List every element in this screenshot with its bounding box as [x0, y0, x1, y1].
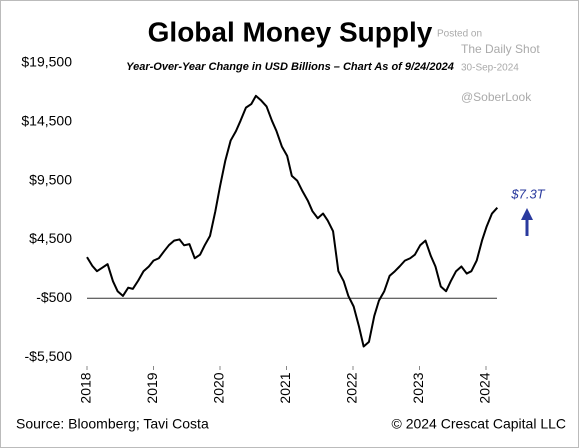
y-tick-label: $14,500: [21, 112, 72, 128]
series-line: [86, 94, 499, 348]
x-tick-label: 2021: [277, 372, 293, 403]
x-tick-label: 2020: [211, 372, 227, 403]
annotation: $7.3T: [510, 186, 545, 201]
x-tick-label: 2022: [344, 372, 360, 403]
watermark: @SoberLook: [461, 90, 532, 104]
x-tick-label: 2024: [477, 372, 493, 403]
watermark: Posted on: [437, 29, 482, 40]
watermark: The Daily Shot: [461, 42, 540, 56]
copyright: © 2024 Crescat Capital LLC: [391, 416, 566, 432]
source: Source: Bloomberg; Tavi Costa: [16, 416, 209, 432]
x-tick-label: 2018: [78, 372, 94, 403]
chart-subtitle: Year-Over-Year Change in USD Billions – …: [126, 61, 454, 73]
annotation-arrow: [521, 208, 533, 236]
y-tick-label: -$5,500: [25, 348, 73, 364]
y-tick-label: -$500: [36, 289, 72, 305]
watermark: 30-Sep-2024: [461, 63, 519, 74]
x-tick-label: 2023: [410, 372, 426, 403]
y-tick-label: $9,500: [29, 171, 72, 187]
y-tick-label: $4,500: [29, 230, 72, 246]
chart-title: Global Money Supply: [148, 16, 433, 47]
arrow-head: [521, 208, 533, 220]
y-tick-label: $19,500: [21, 54, 72, 70]
x-tick-label: 2019: [144, 372, 160, 403]
